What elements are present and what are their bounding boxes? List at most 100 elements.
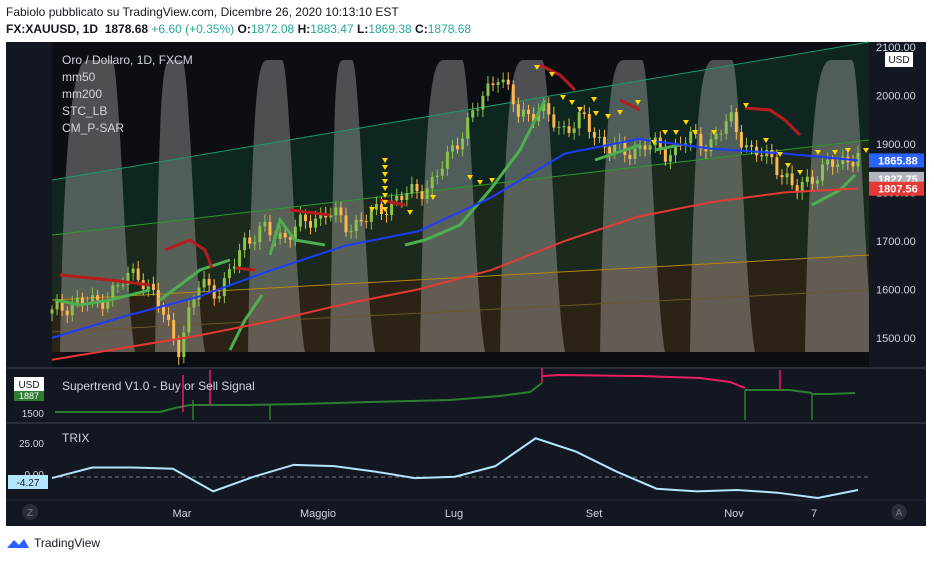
supertrend-currency-badge[interactable] xyxy=(14,377,44,391)
signal-triangle xyxy=(743,103,749,108)
sar-segment xyxy=(234,266,256,272)
candle-body xyxy=(278,232,282,239)
candle-body xyxy=(623,140,627,155)
candle-body xyxy=(511,84,515,105)
candle-body xyxy=(379,203,383,214)
auto-scale-button[interactable] xyxy=(891,504,907,520)
signal-markers xyxy=(369,65,869,215)
candle-body xyxy=(775,157,779,176)
signal-triangle xyxy=(617,110,623,115)
main-legend: Oro / Dollaro, 1D, FXCM mm50 mm200 STC_L… xyxy=(62,53,193,135)
price-change: +6.60 (+0.35%) xyxy=(151,22,235,36)
candle-body xyxy=(253,242,257,244)
currency-badge[interactable] xyxy=(885,52,913,67)
trix-tick: 25.00 xyxy=(19,439,44,450)
candle-body xyxy=(146,283,150,290)
channel-fill-low xyxy=(52,255,869,352)
candle-body xyxy=(527,109,531,114)
sar-segment xyxy=(619,98,641,112)
candle-body xyxy=(50,309,54,314)
supertrend-red xyxy=(541,373,746,389)
candle-body xyxy=(126,273,130,285)
candle-body xyxy=(744,145,748,148)
low-value: 1869.38 xyxy=(368,22,412,36)
candle-body xyxy=(319,212,323,219)
candle-body xyxy=(552,114,556,128)
channel-fill-up xyxy=(52,42,869,235)
supertrend-green xyxy=(812,392,856,395)
candle-body xyxy=(760,155,764,157)
candle-body xyxy=(374,203,378,210)
symbol-label: FX:XAUUSD, 1D xyxy=(6,22,99,36)
candle-body xyxy=(699,133,703,150)
stc-wave xyxy=(248,60,305,352)
supertrend-currency-label: USD xyxy=(18,380,39,391)
mm50-line xyxy=(51,138,859,339)
candle-body xyxy=(334,207,338,216)
publish-info: Fabiolo pubblicato su TradingView.com, D… xyxy=(6,5,399,19)
legend-item: CM_P-SAR xyxy=(62,121,124,135)
channel-line-top xyxy=(51,41,870,181)
high-value: 1883.47 xyxy=(310,22,354,36)
candle-body xyxy=(466,117,470,139)
candle-body xyxy=(547,103,551,115)
candle-body xyxy=(790,173,794,186)
candle-body xyxy=(810,176,814,184)
candle-body xyxy=(349,231,353,233)
brand-name: TradingView xyxy=(34,536,101,550)
signal-triangle xyxy=(863,148,869,153)
signal-triangle xyxy=(477,180,483,185)
signal-triangle xyxy=(382,200,388,205)
candle-body xyxy=(491,83,495,86)
stc-wave xyxy=(805,60,875,352)
candle-body xyxy=(116,285,120,287)
price-label: 1807.56 xyxy=(878,184,918,196)
trix-value-label: -4.27 xyxy=(17,478,40,489)
time-label: Mar xyxy=(173,508,192,520)
candle-body xyxy=(836,164,840,167)
candle-body xyxy=(187,307,191,333)
signal-triangle xyxy=(692,130,698,135)
candle-body xyxy=(435,175,439,178)
candle-body xyxy=(608,147,612,154)
candle-body xyxy=(734,112,738,132)
time-axis[interactable]: Mar Maggio Lug Set Nov 7 xyxy=(173,508,818,520)
stc-wave xyxy=(155,60,205,352)
price-tick: 1500.00 xyxy=(876,333,916,345)
sar-segment xyxy=(54,288,151,307)
candle-body xyxy=(390,200,394,215)
candle-body xyxy=(805,176,809,182)
candle-body xyxy=(719,133,723,135)
candle-body xyxy=(395,195,399,201)
candle-body xyxy=(314,218,318,228)
candle-body xyxy=(471,110,475,118)
mm200-line xyxy=(51,187,859,361)
candle-body xyxy=(101,300,105,309)
sar-segment xyxy=(228,294,264,351)
price-axis[interactable] xyxy=(869,42,926,367)
signal-triangle xyxy=(711,130,717,135)
signal-triangle xyxy=(382,165,388,170)
zoom-button[interactable] xyxy=(22,504,38,520)
candle-body xyxy=(486,83,490,96)
currency-badge-label: USD xyxy=(888,55,909,66)
candle-body xyxy=(182,332,186,358)
candle-body xyxy=(303,214,307,222)
signal-triangle xyxy=(382,186,388,191)
candle-body xyxy=(207,278,211,286)
signal-triangle xyxy=(577,107,583,112)
sar-segment xyxy=(744,106,802,137)
candle-body xyxy=(445,151,449,169)
auto-scale-button-label: A xyxy=(896,508,903,519)
signal-triangle xyxy=(549,72,555,77)
candle-body xyxy=(795,185,799,193)
candle-body xyxy=(826,159,830,165)
candle-body xyxy=(597,136,601,138)
stc-oscillator-area xyxy=(60,60,875,352)
price-label-badge xyxy=(869,153,924,168)
candle-body xyxy=(501,79,505,83)
price-label-badge xyxy=(869,181,924,196)
candle-body xyxy=(111,285,115,300)
